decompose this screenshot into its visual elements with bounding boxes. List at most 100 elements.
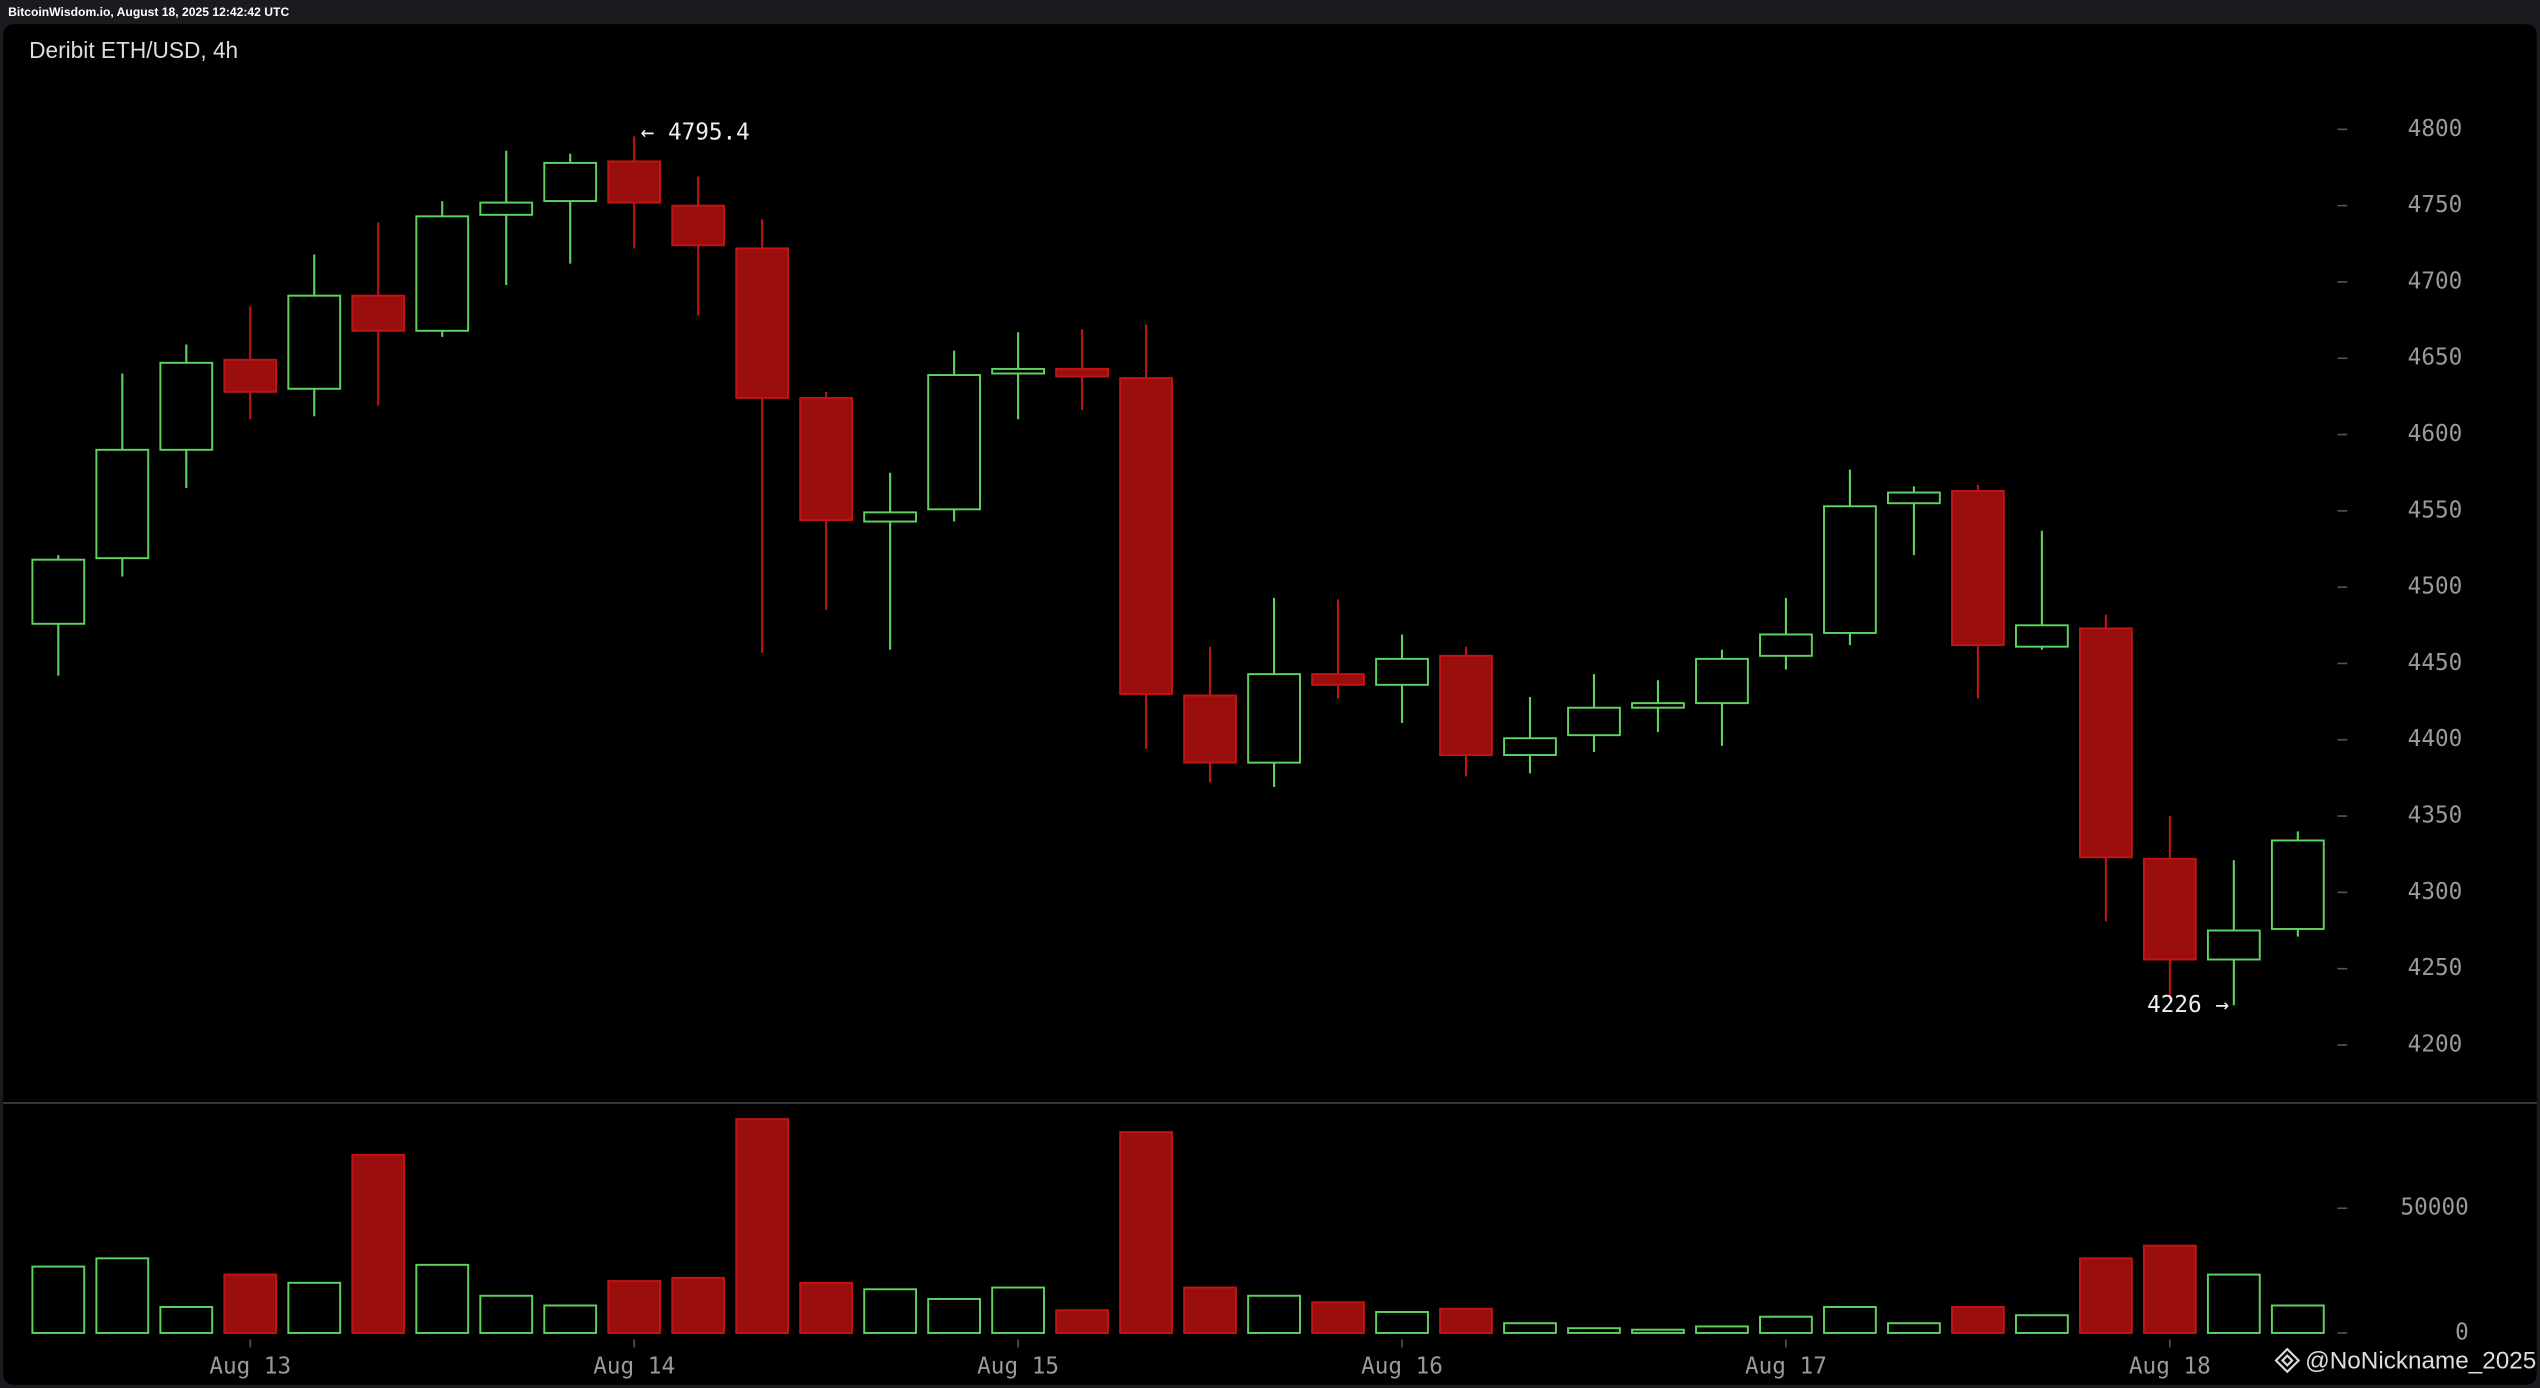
candle-body (1631, 702, 1685, 709)
y-tick-label: 4600 (2408, 421, 2463, 447)
candle-body (1887, 491, 1941, 505)
volume-bar (1951, 1306, 2005, 1334)
volume-bar (1247, 1294, 1301, 1334)
watermark: @NoNickname_2025 (2305, 1348, 2536, 1375)
volume-bar (1567, 1327, 1621, 1334)
candle-body (991, 367, 1045, 375)
volume-bar (863, 1288, 918, 1334)
candle-body (1183, 694, 1237, 764)
x-tick-label: Aug 18 (2129, 1353, 2211, 1379)
volume-bar (1695, 1325, 1749, 1334)
volume-bar (415, 1263, 470, 1334)
volume-bar (735, 1118, 790, 1334)
candle-body (671, 204, 726, 247)
volume-bar (1119, 1131, 1173, 1334)
candle-body (1567, 706, 1621, 737)
candle-body (287, 294, 342, 390)
volume-bar (287, 1281, 342, 1334)
volume-bar (1183, 1286, 1237, 1334)
volume-bar (351, 1153, 406, 1334)
volume-bar (1439, 1307, 1493, 1334)
candle-body (2270, 839, 2325, 930)
candle-body (479, 201, 534, 216)
y-tick-label: 0 (2455, 1319, 2469, 1345)
candle-body (351, 294, 406, 332)
candle-body (927, 374, 982, 511)
candle-body (607, 160, 662, 204)
y-tick-label: 4700 (2408, 268, 2463, 294)
x-tick-label: Aug 14 (593, 1353, 675, 1379)
candle-body (799, 396, 854, 521)
y-tick-label: 4250 (2408, 955, 2463, 981)
volume-bar (2206, 1273, 2261, 1334)
candle-body (1375, 657, 1429, 686)
volume-bar (927, 1298, 982, 1334)
candle-body (1951, 490, 2005, 647)
candle-body (1119, 377, 1173, 695)
candle-body (223, 358, 278, 393)
candle-body (863, 511, 918, 523)
candle-body (1311, 673, 1365, 686)
candle-body (543, 161, 598, 203)
volume-bar (1055, 1309, 1109, 1334)
volume-bar (1311, 1301, 1365, 1334)
volume-bar (991, 1286, 1045, 1334)
volume-bar (2142, 1244, 2197, 1334)
x-tick-label: Aug 13 (209, 1353, 291, 1379)
volume-bar (2078, 1257, 2133, 1334)
y-tick-label: 4550 (2408, 497, 2463, 523)
volume-bar (1631, 1328, 1685, 1334)
volume-bar (159, 1306, 214, 1334)
x-tick-label: Aug 15 (977, 1353, 1059, 1379)
y-tick-label: 4350 (2408, 803, 2463, 829)
y-tick-label: 4300 (2408, 879, 2463, 905)
candle-body (1439, 654, 1493, 756)
chart-title: Deribit ETH/USD, 4h (29, 37, 238, 63)
volume-bar (1823, 1306, 1877, 1334)
y-tick-label: 4200 (2408, 1031, 2463, 1057)
y-tick-label: 4400 (2408, 726, 2463, 752)
volume-bar (1887, 1322, 1941, 1334)
annotation: 4226 → (2147, 992, 2229, 1018)
y-tick-label: 4500 (2408, 574, 2463, 600)
volume-bar (95, 1257, 150, 1334)
watermark-icon (2274, 1347, 2301, 1374)
y-tick-label: 4750 (2408, 192, 2463, 218)
candle-body (2206, 929, 2261, 961)
candle-body (1247, 673, 1301, 764)
volume-bar (2270, 1304, 2325, 1334)
y-tick-label: 4450 (2408, 650, 2463, 676)
volume-bar (543, 1304, 598, 1334)
volume-bar (223, 1273, 278, 1334)
x-tick-label: Aug 17 (1745, 1353, 1827, 1379)
volume-bar (479, 1294, 534, 1334)
volume-bar (31, 1265, 86, 1334)
candle-body (1823, 505, 1877, 634)
y-tick-label: 4800 (2408, 116, 2463, 142)
candle-body (735, 247, 790, 399)
candle-body (1759, 633, 1813, 657)
volume-bar (671, 1276, 726, 1334)
header-text: BitcoinWisdom.io, August 18, 2025 12:42:… (8, 5, 289, 19)
candle-body (1695, 657, 1749, 705)
volume-bar (1759, 1315, 1813, 1334)
candle-body (2142, 857, 2197, 961)
candle-body (2078, 627, 2133, 859)
candle-body (31, 558, 86, 625)
y-tick-label: 50000 (2401, 1195, 2469, 1221)
y-tick-label: 4650 (2408, 345, 2463, 371)
volume-bar (2014, 1314, 2069, 1334)
volume-bar (1503, 1322, 1557, 1334)
volume-bar (1375, 1311, 1429, 1334)
candle-body (1503, 737, 1557, 756)
volume-bar (607, 1280, 662, 1334)
x-tick-label: Aug 16 (1361, 1353, 1443, 1379)
candle-body (1055, 367, 1109, 378)
candle-body (415, 215, 470, 332)
candle-body (95, 448, 150, 560)
volume-bar (799, 1281, 854, 1334)
candle-body (2014, 624, 2069, 648)
candle-body (159, 361, 214, 451)
